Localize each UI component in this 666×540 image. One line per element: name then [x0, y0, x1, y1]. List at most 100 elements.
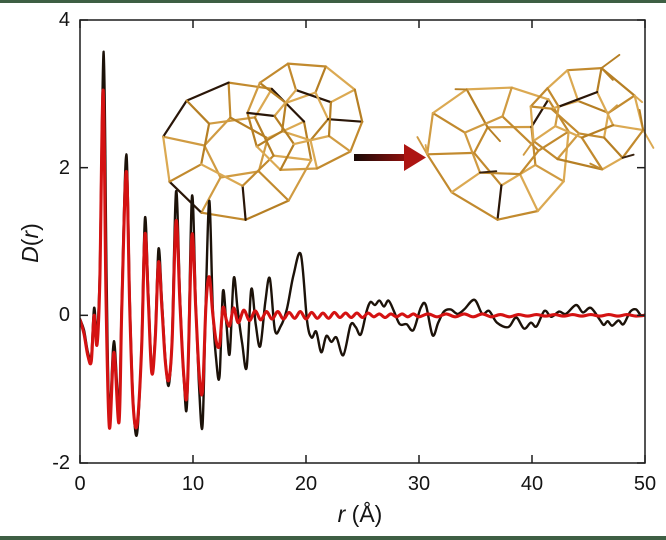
bond-segment [294, 88, 332, 104]
bond-segment [244, 199, 290, 221]
bond-segment [496, 209, 539, 221]
bond-segment [500, 163, 537, 187]
bond-segment [286, 62, 298, 92]
bond-segment [554, 105, 560, 128]
bond-segment [601, 156, 624, 171]
bond-segment [168, 180, 203, 214]
bond-segment [426, 111, 434, 156]
x-tick-label: 40 [520, 473, 544, 495]
bond-segment [529, 105, 553, 110]
bond-segment [546, 87, 560, 108]
bond-segment [611, 124, 645, 132]
top-border-line [0, 0, 666, 3]
bond-segment [486, 126, 501, 143]
y-tick-label: 4 [58, 9, 70, 31]
bond-segment [200, 176, 222, 214]
bond-segment [518, 149, 540, 176]
bond-segment [465, 88, 489, 129]
y-axis-label-open-paren: ( [17, 238, 43, 247]
bond-segment [273, 88, 298, 118]
y-axis-label-r: r [17, 230, 43, 239]
bond-segment [522, 140, 535, 156]
bond-segment [532, 124, 557, 143]
bond-segment [600, 67, 614, 81]
bond-segment [227, 81, 232, 119]
bond-segment [309, 118, 330, 142]
bond-segment [638, 108, 645, 132]
bond-segment [272, 154, 313, 162]
bond-segment [602, 136, 624, 159]
bond-segment [577, 99, 610, 115]
bond-segment [426, 151, 476, 156]
bond-segment [621, 129, 645, 159]
bond-segment [431, 111, 466, 134]
bond-segment [580, 124, 615, 139]
x-tick-label: 20 [294, 473, 318, 495]
bond-segment [536, 180, 565, 213]
bond-segment [253, 116, 275, 157]
bond-segment [566, 66, 603, 72]
bond-segment [550, 107, 581, 135]
bond-segment [270, 87, 306, 123]
bond-segment [241, 184, 247, 221]
bond-segment [496, 184, 503, 221]
x-axis-label-unit: (Å) [345, 501, 383, 527]
bond-segment [246, 81, 261, 115]
bond-segment [246, 111, 276, 118]
bond-segment [529, 105, 535, 143]
bond-segment [424, 144, 429, 156]
bond-segment [314, 91, 330, 121]
bond-segment [229, 116, 269, 140]
crystalline-structure-inset [162, 62, 364, 221]
bond-segment [257, 170, 290, 202]
bond-segment [595, 66, 603, 94]
red-curve [80, 88, 645, 430]
bond-segment [315, 150, 352, 170]
bond-segment [162, 135, 171, 183]
y-axis-label-close-paren: ) [17, 223, 43, 231]
bond-segment [556, 132, 581, 161]
x-tick-label: 10 [181, 473, 205, 495]
bond-segment [416, 136, 429, 156]
bond-segment [431, 88, 468, 115]
bond-segment [241, 154, 275, 187]
black-curve [80, 50, 645, 437]
bond-segment [324, 65, 356, 91]
y-tick-label: 2 [58, 156, 70, 179]
bond-segment [258, 62, 290, 85]
bond-segment [426, 153, 453, 194]
bond-segment [200, 122, 211, 166]
bond-segment [168, 163, 203, 183]
bond-segment [473, 151, 503, 187]
bond-segment [633, 94, 644, 104]
bond-segment [273, 114, 296, 146]
bond-segment [309, 139, 319, 170]
x-tick-label: 50 [633, 473, 657, 495]
bond-segment [621, 153, 635, 159]
bond-segment [200, 163, 244, 187]
x-tick-label: 0 [74, 473, 86, 495]
bond-segment [329, 88, 356, 104]
y-tick-label: 0 [58, 304, 70, 327]
y-axis-label: D(r) [17, 198, 43, 288]
bond-segment [279, 143, 296, 171]
bond-segment [327, 101, 332, 138]
bond-segment [595, 90, 615, 127]
amorphous-structure-inset [416, 53, 655, 221]
plot-frame [79, 19, 646, 464]
bond-segment [562, 130, 570, 183]
bond-segment [602, 111, 610, 139]
bond-segment [257, 137, 269, 173]
bond-segment [208, 116, 256, 125]
bond-segment [162, 99, 188, 138]
bond-segment [530, 98, 550, 129]
bond-segment [473, 126, 489, 154]
bond-segment [463, 131, 482, 174]
bond-segment [349, 120, 364, 153]
bond-segment [557, 90, 599, 108]
y-axis-label-d: D [17, 246, 43, 263]
bond-segment [185, 99, 211, 125]
bond-segment [255, 130, 284, 148]
bond-segment [501, 86, 513, 118]
